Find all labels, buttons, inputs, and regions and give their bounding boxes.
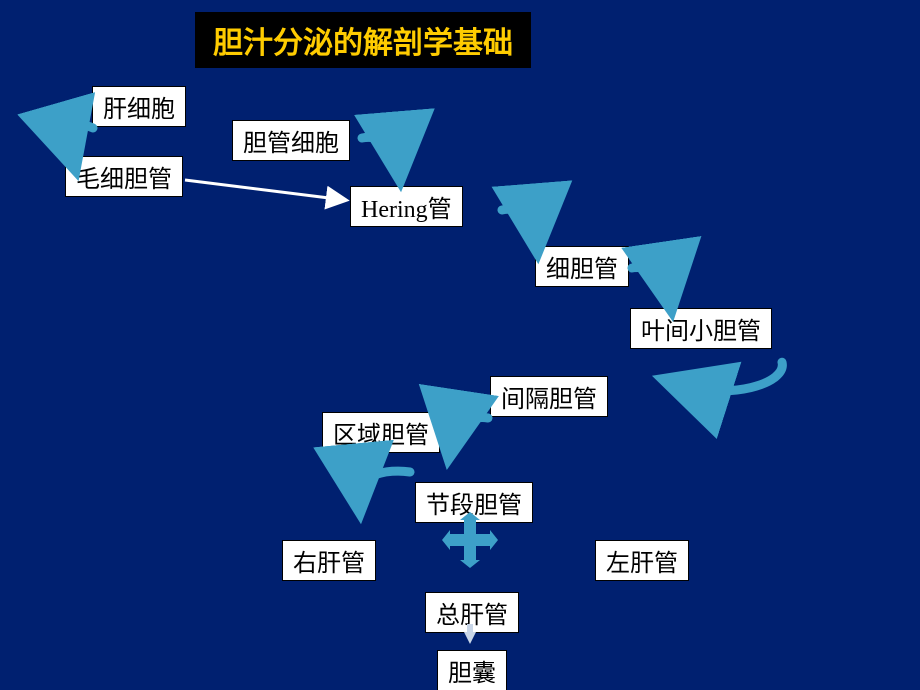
arrow-curved — [69, 126, 93, 150]
node-ductule: 细胆管 — [535, 246, 629, 287]
node-septal-duct: 间隔胆管 — [490, 376, 608, 417]
node-canaliculus: 毛细胆管 — [65, 156, 183, 197]
node-interlobular: 叶间小胆管 — [630, 308, 772, 349]
node-gallbladder: 胆囊 — [437, 650, 507, 690]
node-cholangiocyte: 胆管细胞 — [232, 120, 350, 161]
node-area-duct: 区域胆管 — [322, 412, 440, 453]
arrow-curved — [358, 471, 410, 492]
node-hering-canal: Hering管 — [350, 186, 463, 227]
slide-stage: 胆汁分泌的解剖学基础 肝细胞 胆管细胞 毛细胆管 Hering管 细胆管 叶间小… — [0, 0, 920, 690]
node-common-hepatic: 总肝管 — [425, 592, 519, 633]
slide-title: 胆汁分泌的解剖学基础 — [195, 12, 531, 68]
arrow-cross-head — [460, 560, 480, 568]
arrow-curved — [632, 268, 668, 290]
arrow-curved — [362, 137, 398, 160]
arrow-straight — [185, 180, 345, 200]
node-left-hepatic: 左肝管 — [595, 540, 689, 581]
arrow-cross-head — [490, 530, 498, 550]
arrow-small-down — [464, 632, 476, 644]
arrow-curved — [683, 362, 783, 391]
node-segmental-duct: 节段胆管 — [415, 482, 533, 523]
arrow-curved — [452, 418, 488, 438]
node-hepatocyte: 肝细胞 — [92, 86, 186, 127]
arrow-curved — [502, 209, 536, 232]
arrow-cross-head — [442, 530, 450, 550]
node-right-hepatic: 右肝管 — [282, 540, 376, 581]
